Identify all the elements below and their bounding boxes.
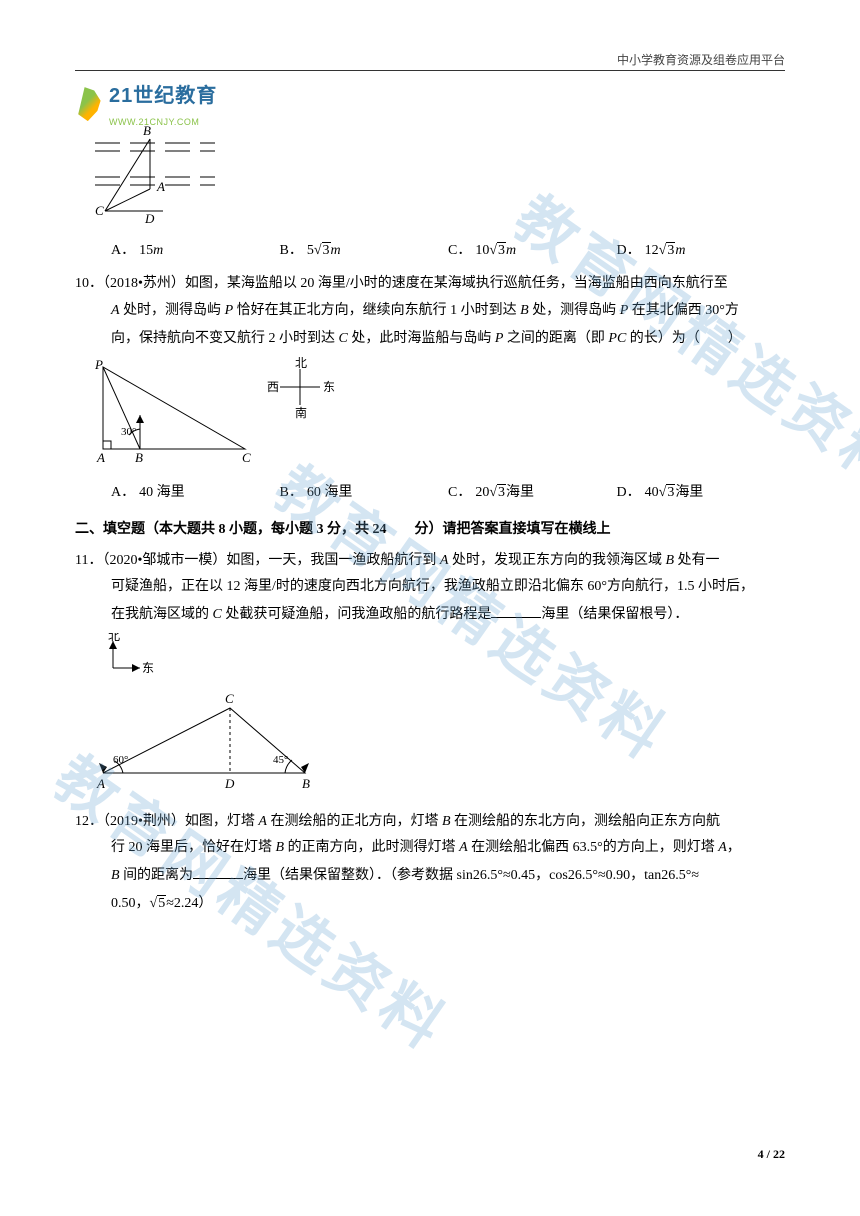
q11-diagram: 北 东 60° 45° A D B C [95,633,785,802]
q9-options: A．15m B．53m C．103m D．123m [111,238,785,263]
svg-text:30°: 30° [121,426,136,438]
logo-url: WWW.21CNJY.COM [109,114,217,130]
q10-text-line3: 向，保持航向不变又航行 2 小时到达 C 处，此时海监船与岛屿 P 之间的距离（… [75,325,785,353]
svg-text:南: 南 [295,405,307,420]
svg-text:B: B [302,776,310,791]
header-platform: 中小学教育资源及组卷应用平台 [617,50,785,72]
svg-text:D: D [224,776,235,791]
q10-opt-d: D．403海里 [617,480,786,505]
q9-opt-b: B．53m [280,238,449,263]
section-2-title: 二、填空题（本大题共 8 小题，每小题 3 分，共 24 分）请把答案直接填写在… [75,517,785,542]
logo: 21世纪教育 WWW.21CNJY.COM [75,78,217,130]
svg-text:D: D [144,211,155,225]
q10-opt-b: B．60 海里 [280,480,449,505]
q9-opt-c: C．103m [448,238,617,263]
q10-opt-a: A．40 海里 [111,480,280,505]
svg-text:西: 西 [267,380,279,394]
svg-text:北: 北 [295,357,307,370]
q11-blank [491,604,541,618]
q10-opt-c: C．203海里 [448,480,617,505]
q9-opt-d: D．123m [617,238,786,263]
page-footer: 4 / 22 [758,1144,785,1166]
svg-text:东: 东 [142,661,154,675]
logo-brand: 21世纪教育 [109,78,217,114]
q11-text-line3: 在我航海区域的 C 处截获可疑渔船，问我渔政船的航行路程是海里（结果保留根号）． [75,601,785,629]
runner-icon [75,87,107,121]
svg-text:B: B [135,450,143,465]
svg-text:C: C [95,203,104,218]
svg-text:C: C [225,691,234,706]
svg-text:45°: 45° [273,754,288,766]
q9-diagram: B A C D [95,125,785,234]
svg-text:A: A [96,450,105,465]
q12-text: 12．（2019•荆州）如图，灯塔 A 在测绘船的正北方向，灯塔 B 在测绘船的… [75,809,785,834]
svg-text:P: P [95,357,103,372]
q10-text: 10．（2018•苏州）如图，某海监船以 20 海里/小时的速度在某海域执行巡航… [75,271,785,296]
q12-text-line2: 行 20 海里后，恰好在灯塔 B 的正南方向，此时测得灯塔 A 在测绘船北偏西 … [75,834,785,862]
svg-text:A: A [96,776,105,791]
page-content: B A C D A．15m B．53m C．103m D．123m 10．（20… [75,125,785,918]
svg-text:A: A [156,179,165,194]
q12-text-line4: 0.50，5≈2.24） [75,890,785,918]
q12-blank [193,865,243,879]
svg-text:北: 北 [108,633,120,643]
q11-text-line2: 可疑渔船，正在以 12 海里/时的速度向西北方向航行，我渔政船立即沿北偏东 60… [75,573,785,601]
svg-text:东: 东 [323,380,335,394]
header-rule [75,70,785,71]
q10-diagram: 30° P A B C 北 南 西 东 [95,357,785,476]
q10-text-line2: A 处时，测得岛屿 P 恰好在其正北方向，继续向东航行 1 小时到达 B 处，测… [75,297,785,325]
q12-text-line3: B 间的距离为海里（结果保留整数）．（参考数据 sin26.5°≈0.45，co… [75,862,785,890]
q11-text: 11．（2020•邹城市一模）如图，一天，我国一渔政船航行到 A 处时，发现正东… [75,548,785,573]
q10-options: A．40 海里 B．60 海里 C．203海里 D．403海里 [111,480,785,505]
q9-opt-a: A．15m [111,238,280,263]
svg-text:60°: 60° [113,754,128,766]
svg-text:C: C [242,450,251,465]
